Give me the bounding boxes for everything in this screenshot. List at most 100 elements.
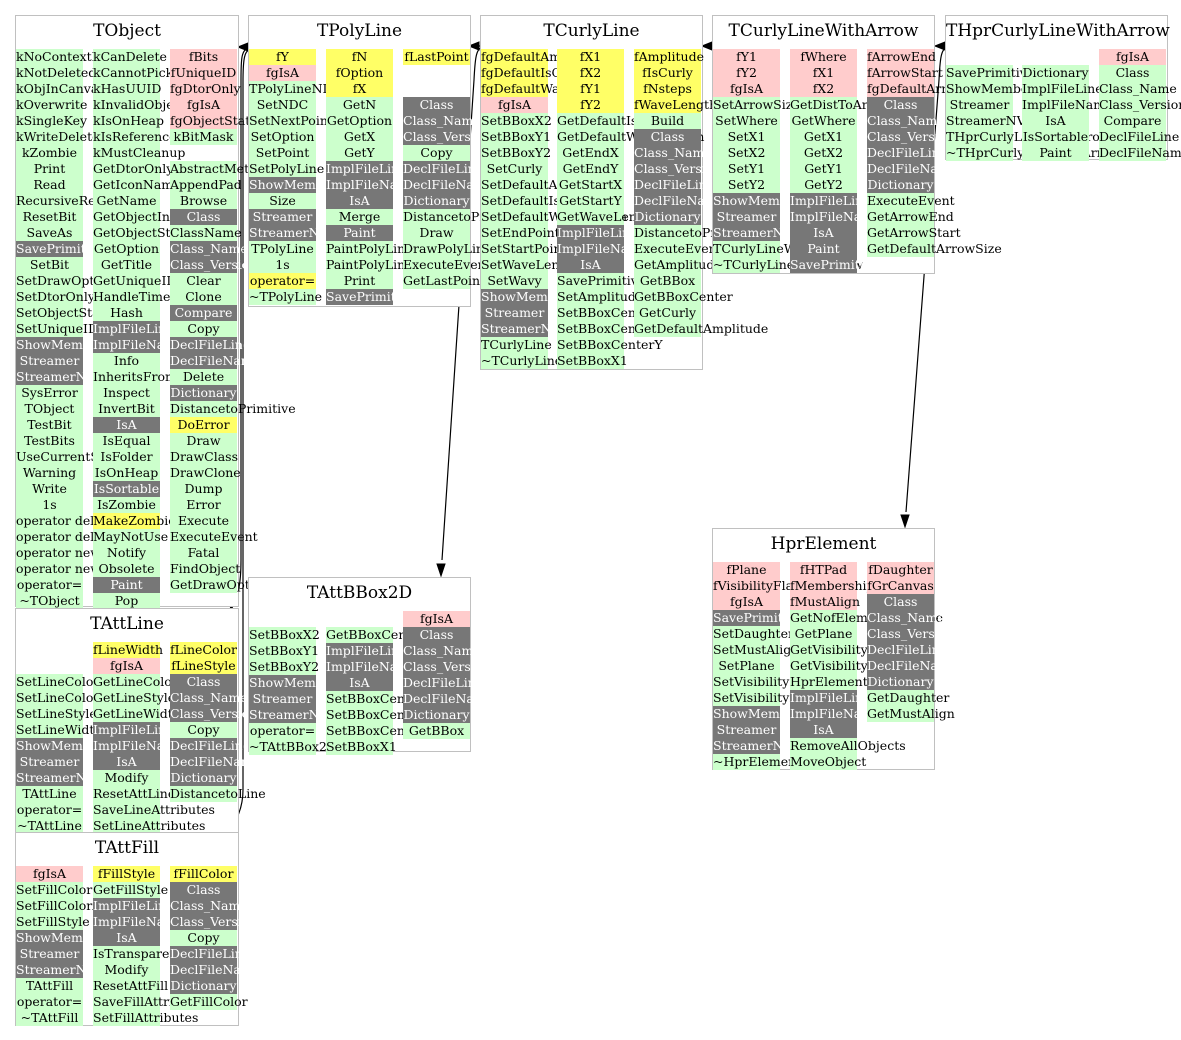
member-entry: GetDtorOnly: [93, 161, 174, 177]
member-entry: Draw: [403, 225, 470, 241]
member-entry: Class_Version: [867, 129, 955, 145]
member-column: kNoContextMenu kNotDeleted kObjInCanvas kOv…: [16, 49, 130, 609]
member-entry: FindObject: [170, 561, 241, 577]
member-entry: RecursiveRemove: [16, 193, 130, 209]
member-entry: Clear: [170, 273, 237, 289]
member-entry: Pop: [93, 593, 160, 609]
member-entry: Class_Version: [403, 659, 491, 675]
member-entry: SetUniqueID: [16, 321, 98, 337]
member-entry: IsA: [326, 193, 393, 209]
member-entry: DeclFileLine: [867, 145, 948, 161]
member-column: fArrowEnd fArrowStart fgDefaultArrowSize Cl…: [867, 49, 1002, 257]
member-entry: GetPlane: [790, 626, 857, 642]
member-entry: SetDaughter: [713, 626, 794, 642]
member-entry: Dictionary: [403, 707, 470, 723]
class-title: TPolyLine: [316, 21, 403, 41]
member-column: GetBBoxCenter ImplFileLine ImplFileName IsA…: [326, 611, 432, 755]
member-entry: DeclFileLine: [634, 177, 715, 193]
member-column: fLineWidth fgIsA GetLineColor GetLineStyle G…: [93, 642, 215, 834]
member-entry: fgObjectStat: [170, 113, 251, 129]
member-entry: PaintPolyLine: [326, 241, 413, 257]
member-entry: GetY2: [790, 177, 857, 193]
member-entry: GetDrawOption: [170, 577, 270, 593]
member-entry: TCurlyLineWithArrow: [713, 241, 853, 257]
member-entry: ShowMembers: [713, 193, 808, 209]
member-entry: Streamer: [946, 97, 1013, 113]
class-title: THprCurlyLineWithArrow: [946, 21, 1170, 41]
member-entry: SetStartPoint: [481, 241, 567, 257]
member-entry: DistancetoPrimitive: [634, 225, 760, 241]
member-entry: fLineStyle: [170, 658, 237, 674]
member-spacer: [170, 145, 237, 161]
member-entry: SetDefaultWaveLength: [481, 209, 628, 225]
member-entry: Browse: [170, 193, 237, 209]
member-entry: GetX2: [790, 145, 857, 161]
member-entry: Info: [93, 353, 160, 369]
member-entry: ~THprCurlyLineWithArrow: [946, 145, 1121, 161]
member-entry: fArrowEnd: [867, 49, 937, 65]
member-entry: Class_Name: [170, 241, 248, 257]
member-entry: ShowMembers: [249, 177, 344, 193]
member-entry: ImplFileLine: [326, 643, 407, 659]
member-entry: kNoContextMenu: [16, 49, 128, 65]
member-entry: fGrCanvas: [867, 578, 934, 594]
member-entry: IsEqual: [93, 433, 160, 449]
member-spacer: [403, 65, 470, 81]
member-entry: SetFillStyle: [16, 914, 90, 930]
member-entry: StreamerNVirtual: [249, 707, 363, 723]
member-spacer: [403, 81, 470, 97]
member-entry: DeclFileLine: [403, 675, 484, 691]
member-column: fLastPoint Class Class_Name Class_Version Co…: [403, 49, 529, 289]
member-column: fDaughter fGrCanvas Class Class_Name Class_V…: [867, 562, 958, 722]
member-entry: ~TAttBBox2D: [249, 739, 337, 755]
member-entry: Streamer: [16, 754, 83, 770]
member-entry: GetEndX: [557, 145, 624, 161]
member-entry: Inspect: [93, 385, 160, 401]
inheritance-edge-tcurlyline-tpolyline: [467, 41, 480, 51]
member-column: fHTPadfMembershipsfMustAlignGetNofElemen…: [790, 562, 943, 770]
member-entry: ImplFileLine: [790, 690, 871, 706]
member-entry: ResetBit: [16, 209, 83, 225]
member-column: SavePrimitive ShowMembers Streamer Streamer…: [946, 49, 1121, 161]
member-entry: TAttLine: [16, 786, 83, 802]
class-box-tobject: TObject kNoContextMenu kNotDeleted kObjInCa…: [15, 15, 296, 609]
member-entry: ExecuteEvent: [867, 193, 955, 209]
member-entry: operator=: [16, 994, 83, 1010]
member-entry: Modify: [93, 770, 160, 786]
member-entry: GetDefaultArrowSize: [867, 241, 1002, 257]
member-entry: SaveLineAttributes: [93, 802, 215, 818]
member-entry: DeclFileLine: [170, 738, 251, 754]
member-entry: fLastPoint: [403, 49, 470, 65]
member-entry: ImplFileLine: [557, 225, 638, 241]
member-entry: Dictionary: [170, 385, 237, 401]
member-entry: fY2: [557, 97, 624, 113]
member-entry: fX2: [790, 81, 857, 97]
arrowhead-icon: [900, 514, 910, 529]
member-entry: Class_Name: [867, 113, 945, 129]
member-entry: RemoveAllObjects: [790, 738, 906, 754]
member-entry: Dictionary: [867, 177, 934, 193]
member-entry: Class_Name: [1099, 81, 1177, 97]
member-entry: Copy: [170, 930, 237, 946]
member-entry: SetX2: [713, 145, 780, 161]
member-entry: kOverwrite: [16, 97, 88, 113]
member-entry: kNotDeleted: [16, 65, 97, 81]
member-entry: SetObjectStat: [16, 305, 105, 321]
member-entry: GetStartX: [557, 177, 624, 193]
member-entry: Dictionary: [634, 209, 701, 225]
member-entry: Class: [1099, 65, 1166, 81]
member-entry: SetEndPoint: [481, 225, 560, 241]
member-entry: GetArrowStart: [867, 225, 961, 241]
member-entry: Merge: [326, 209, 393, 225]
member-entry: Draw: [170, 433, 237, 449]
member-entry: StreamerNVirtual: [16, 962, 130, 978]
member-entry: ClassName: [170, 225, 242, 241]
member-entry: GetN: [326, 97, 393, 113]
member-entry: GetNofElementsInPlane: [790, 610, 943, 626]
member-entry: DeclFileName: [867, 658, 958, 674]
member-column: fFillColor Class Class_Name Class_Version Co…: [170, 866, 260, 1010]
member-entry: SetFillColorAlpha: [16, 898, 129, 914]
member-entry: Class: [170, 882, 237, 898]
member-entry: fgDefaultIsCurly: [481, 65, 587, 81]
